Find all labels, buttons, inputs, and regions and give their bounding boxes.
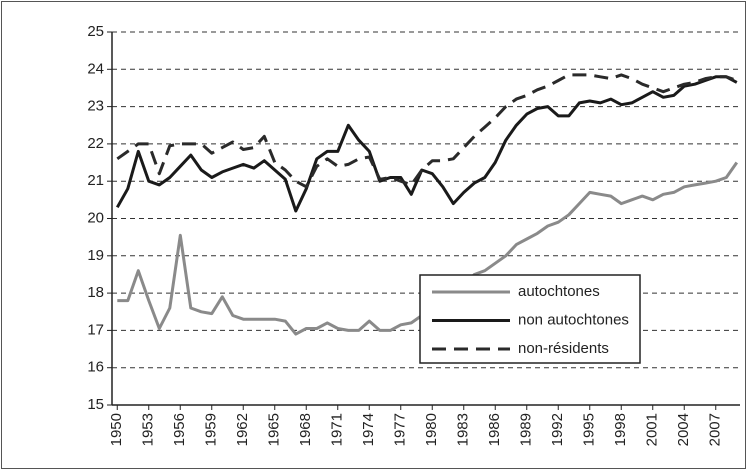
x-tick-label: 1965 xyxy=(266,413,283,446)
x-tick-label: 2007 xyxy=(707,413,724,446)
y-tick-label: 20 xyxy=(87,209,104,226)
x-tick-label: 1986 xyxy=(486,413,503,446)
y-tick-label: 16 xyxy=(87,359,104,376)
x-tick-label: 1980 xyxy=(423,413,440,446)
y-tick-label: 17 xyxy=(87,321,104,338)
y-tick-label: 24 xyxy=(87,60,104,77)
y-tick-label: 22 xyxy=(87,135,104,152)
y-tick-label: 15 xyxy=(87,396,104,413)
x-tick-label: 2001 xyxy=(644,413,661,446)
x-tick-label: 1983 xyxy=(455,413,472,446)
x-tick-label: 1959 xyxy=(203,413,220,446)
x-tick-label: 1992 xyxy=(549,413,566,446)
legend-label: non autochtones xyxy=(518,311,629,328)
x-tick-label: 1971 xyxy=(329,413,346,446)
x-tick-label: 1950 xyxy=(108,413,125,446)
y-tick-label: 25 xyxy=(87,23,104,40)
legend: autochtones non autochtones non-résidents xyxy=(419,274,641,364)
x-tick-label: 1962 xyxy=(234,413,251,446)
x-tick-label: 1989 xyxy=(518,413,535,446)
x-tick-label: 1968 xyxy=(297,413,314,446)
legend-label: non-résidents xyxy=(518,340,609,357)
x-tick-label: 1995 xyxy=(581,413,598,446)
y-tick-label: 18 xyxy=(87,284,104,301)
y-tick-label: 23 xyxy=(87,98,104,115)
legend-label: autochtones xyxy=(518,283,600,300)
series-line xyxy=(115,75,738,213)
x-tick-label: 1998 xyxy=(612,413,629,446)
series-line xyxy=(116,73,738,189)
x-tick-label: 1974 xyxy=(360,413,377,446)
x-tick-label: 2004 xyxy=(675,413,692,446)
x-tick-label: 1956 xyxy=(171,413,188,446)
y-tick-label: 21 xyxy=(87,172,104,189)
x-tick-label: 1977 xyxy=(392,413,409,446)
x-tick-label: 1953 xyxy=(140,413,157,446)
y-tick-label: 19 xyxy=(87,247,104,264)
